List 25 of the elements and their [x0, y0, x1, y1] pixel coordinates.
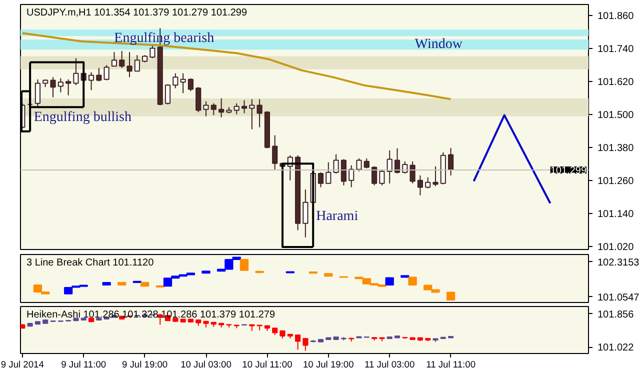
x-tick-label: 11 Jul 03:00	[364, 360, 415, 370]
y-tick-label: 101.022	[598, 342, 634, 354]
x-tick-label: 11 Jul 11:00	[426, 360, 476, 370]
x-tick-label: 9 Jul 2014	[0, 360, 44, 370]
y-tick-label: 101.260	[598, 176, 634, 188]
y-tick-label: 101.860	[598, 11, 634, 22]
x-tick-label: 10 Jul 03:00	[180, 360, 232, 370]
y-tick-label: 101.020	[598, 242, 634, 254]
y-tick-label: 102.3153	[598, 257, 640, 268]
chart-title: 3 Line Break Chart 101.1120	[26, 258, 154, 268]
x-tick-label: 10 Jul 19:00	[302, 360, 354, 370]
x-tick-label: 10 Jul 11:00	[242, 360, 292, 370]
x-tick-label: 9 Jul 19:00	[122, 360, 168, 370]
y-tick-label: 101.856	[598, 309, 634, 320]
y-tick-label: 101.740	[598, 44, 634, 56]
annotation: Harami	[316, 208, 358, 224]
y-tick-label: 101.620	[598, 77, 634, 88]
y-tick-label: 101.500	[598, 110, 634, 122]
y-tick-label: 101.140	[598, 209, 634, 220]
y-tick-label: 101.380	[598, 143, 634, 154]
chart-title: USDJPY.m,H1 101.354 101.379 101.279 101.299	[26, 8, 248, 18]
annotation: Engulfing bullish	[34, 110, 132, 125]
y-tick-label: 101.0547	[598, 292, 640, 304]
annotation: Window	[414, 36, 464, 52]
x-tick-label: 9 Jul 11:00	[61, 360, 106, 370]
